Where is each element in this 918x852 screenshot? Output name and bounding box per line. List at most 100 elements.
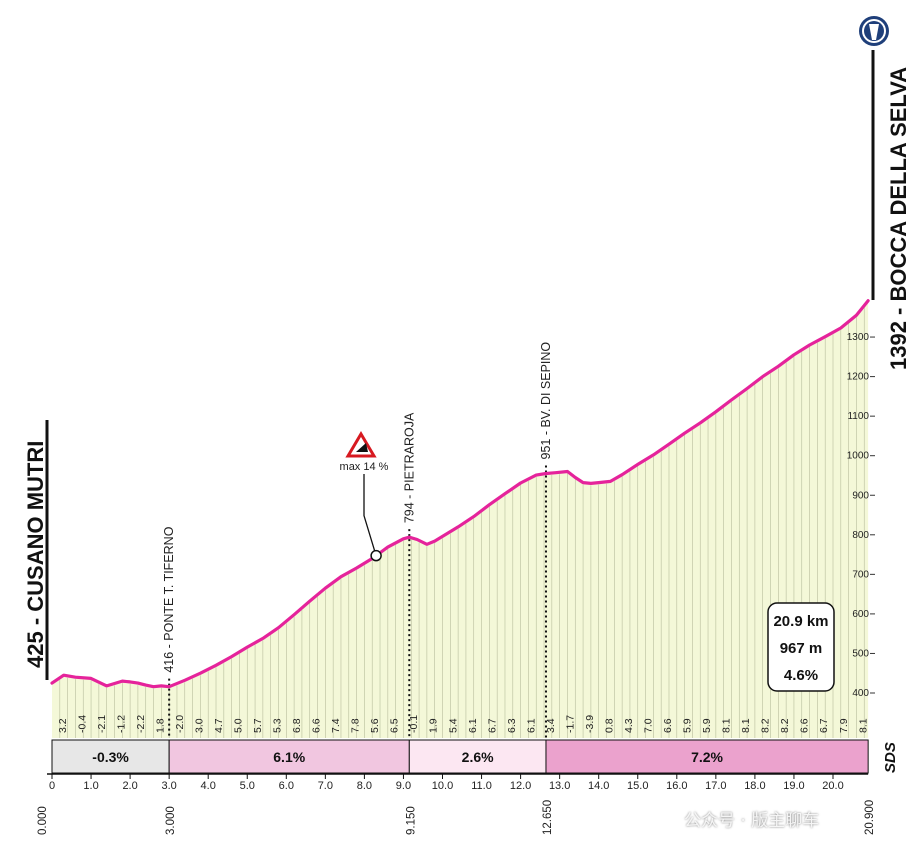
watermark: 公众号 · 版主聊车 bbox=[648, 803, 910, 833]
km-grade-label: 5.7 bbox=[252, 718, 264, 733]
x-tick-label: 10.0 bbox=[432, 780, 453, 792]
km-grade-label: 6.5 bbox=[389, 718, 401, 733]
km-grade-label: 7.0 bbox=[643, 718, 655, 733]
watermark-text: 公众号 · 版主聊车 bbox=[684, 810, 820, 831]
waypoint-km-label: 12.650 bbox=[542, 800, 554, 835]
x-tick-label: 12.0 bbox=[510, 780, 531, 792]
x-tick-label: 8.0 bbox=[357, 780, 372, 792]
x-tick-label: 0 bbox=[49, 780, 55, 792]
km-grade-label: -3.9 bbox=[584, 715, 596, 733]
x-tick-label: 14.0 bbox=[588, 780, 609, 792]
km-grade-label: 5.9 bbox=[682, 718, 694, 733]
y-tick-label: 600 bbox=[852, 609, 869, 620]
km-grade-label: 6.8 bbox=[291, 718, 303, 733]
profile-area-fill bbox=[52, 300, 869, 738]
x-tick-label: 11.0 bbox=[471, 780, 492, 792]
x-tick-label: 16.0 bbox=[666, 780, 687, 792]
km-grade-label: 0.8 bbox=[603, 718, 615, 733]
x-tick-label: 20.0 bbox=[822, 780, 843, 792]
km-grade-label: 8.2 bbox=[779, 718, 791, 733]
x-tick-label: 6.0 bbox=[279, 780, 294, 792]
km-grade-label: -2.1 bbox=[96, 715, 108, 733]
km-grade-label: 7.4 bbox=[330, 718, 342, 733]
y-tick-label: 400 bbox=[852, 688, 869, 699]
waypoint-label: 951 - BV. DI SEPINO bbox=[539, 342, 553, 460]
sector-grade-label: 7.2% bbox=[691, 749, 723, 765]
km-grade-label: -0.1 bbox=[408, 715, 420, 733]
start-km-label: 0.000 bbox=[37, 806, 49, 835]
finish-label: 1392 - BOCCA DELLA SELVA bbox=[886, 67, 911, 370]
profile-area bbox=[52, 300, 869, 738]
km-grade-label: 1.8 bbox=[154, 718, 166, 733]
km-grade-labels: 3.2 -0.4 -2.1 -1.2 -2.2 1.8 -2.0 3.0 4.7 5.0 5.7 5.… bbox=[57, 715, 870, 733]
y-tick-label: 700 bbox=[852, 569, 869, 580]
max-gradient-marker: max 14 % bbox=[340, 431, 389, 556]
summary-distance: 20.9 km bbox=[773, 613, 828, 630]
km-grade-label: 5.9 bbox=[701, 718, 713, 733]
km-grade-label: -2.2 bbox=[135, 715, 147, 733]
sector-grade-label: 2.6% bbox=[462, 749, 494, 765]
sector-segment bbox=[545, 739, 869, 774]
summary-box: 20.9 km 967 m 4.6% bbox=[767, 602, 835, 692]
sector-grade-label: 6.1% bbox=[273, 749, 305, 765]
sector-segment bbox=[51, 739, 170, 774]
km-grade-label: 3.2 bbox=[57, 718, 69, 733]
finish-km-label: 20.900 bbox=[864, 800, 876, 835]
y-tick-label: 500 bbox=[852, 648, 869, 659]
km-grade-label: 8.2 bbox=[760, 718, 772, 733]
x-tick-label: 17.0 bbox=[705, 780, 726, 792]
km-grade-label: 8.1 bbox=[857, 718, 869, 733]
wechat-icon bbox=[648, 806, 678, 830]
km-grade-label: 6.6 bbox=[799, 718, 811, 733]
profile-line bbox=[50, 299, 870, 689]
x-tick-label: 5.0 bbox=[240, 780, 255, 792]
km-grade-label: 6.1 bbox=[467, 718, 479, 733]
km-grade-label: 4.7 bbox=[213, 718, 225, 733]
y-tick-label: 1100 bbox=[847, 411, 869, 422]
x-tick-label: 7.0 bbox=[318, 780, 333, 792]
sector-segment bbox=[168, 739, 410, 774]
start-label: 425 - CUSANO MUTRI bbox=[23, 441, 48, 668]
km-grade-label: 5.6 bbox=[369, 718, 381, 733]
km-grade-label: 5.0 bbox=[232, 718, 244, 733]
km-hatch-lines bbox=[59, 307, 865, 738]
x-tick-label: 19.0 bbox=[783, 780, 804, 792]
finish-logo-icon bbox=[859, 16, 889, 46]
max-gradient-label: max 14 % bbox=[340, 461, 389, 473]
km-grade-label: 5.3 bbox=[272, 718, 284, 733]
km-grade-label: -2.0 bbox=[174, 715, 186, 733]
y-tick-label: 1000 bbox=[847, 451, 870, 462]
y-tick-label: 1300 bbox=[847, 332, 870, 343]
y-tick-label: 900 bbox=[852, 490, 869, 501]
x-tick-label: 2.0 bbox=[122, 780, 137, 792]
sector-segment bbox=[408, 739, 547, 774]
y-axis-ticks: 400 500 600 700 800 900 1000 1100 1200 1300 bbox=[847, 332, 875, 699]
elevation-line bbox=[50, 299, 870, 689]
km-grade-label: 8.1 bbox=[740, 718, 752, 733]
x-axis: 0 1.0 2.0 3.0 4.0 5.0 6.0 7.0 8.0 9.0 10.0 11.0 12.0… bbox=[37, 773, 876, 835]
waypoint-km-label: 3.000 bbox=[165, 806, 177, 835]
km-grade-label: 3.0 bbox=[193, 718, 205, 733]
x-tick-label: 1.0 bbox=[83, 780, 98, 792]
summary-avg: 4.6% bbox=[784, 667, 818, 684]
sector-grade-label: -0.3% bbox=[92, 749, 129, 765]
waypoint-label: 794 - PIETRAROJA bbox=[402, 412, 416, 523]
waypoint-km-label: 9.150 bbox=[405, 806, 417, 835]
summary-gain: 967 m bbox=[780, 640, 823, 657]
max-gradient-dot bbox=[370, 549, 382, 562]
km-grade-label: -0.4 bbox=[76, 715, 88, 733]
km-grade-label: 6.1 bbox=[525, 718, 537, 733]
km-grade-label: 6.6 bbox=[662, 718, 674, 733]
x-tick-label: 4.0 bbox=[201, 780, 216, 792]
km-grade-label: 5.4 bbox=[447, 718, 459, 733]
y-tick-label: 1200 bbox=[847, 372, 870, 383]
km-grade-label: 8.1 bbox=[721, 718, 733, 733]
km-grade-label: 6.7 bbox=[818, 718, 830, 733]
x-tick-label: 9.0 bbox=[396, 780, 411, 792]
x-tick-label: 18.0 bbox=[744, 780, 765, 792]
waypoint-label: 416 - PONTE T. TIFERNO bbox=[162, 526, 176, 672]
x-tick-label: 15.0 bbox=[627, 780, 648, 792]
x-tick-label: 13.0 bbox=[549, 780, 570, 792]
km-grade-label: 3.4 bbox=[545, 718, 557, 733]
